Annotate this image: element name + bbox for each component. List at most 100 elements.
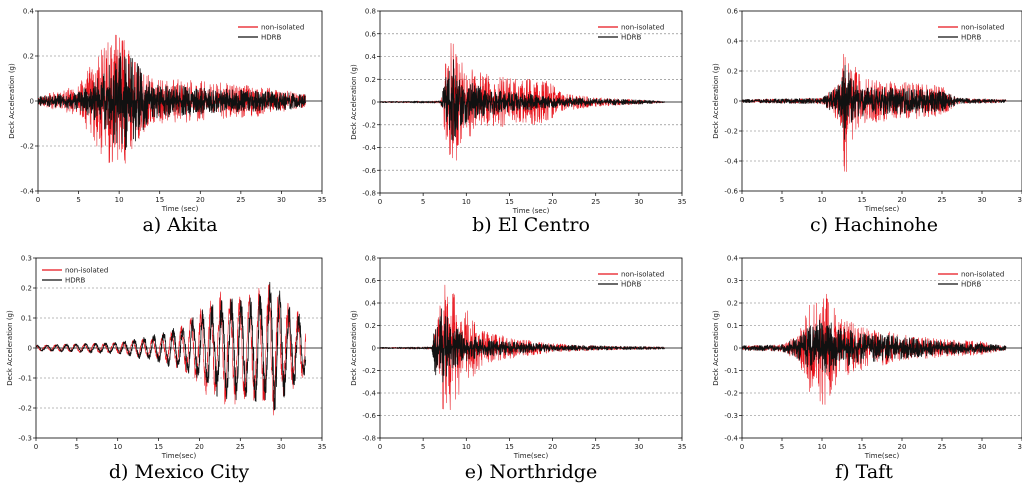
y-tick-label: 0.3 xyxy=(21,255,32,263)
y-tick-label: 0 xyxy=(734,345,738,353)
x-tick-label: 5 xyxy=(780,196,784,204)
legend: non-isolated HDRB xyxy=(238,24,304,42)
legend: non-isolated HDRB xyxy=(42,267,108,285)
x-tick-label: 30 xyxy=(277,443,286,451)
legend-label: non-isolated xyxy=(65,267,108,275)
x-tick-label: 35 xyxy=(678,443,687,451)
y-tick-label: 0.4 xyxy=(365,300,377,308)
x-tick-label: 35 xyxy=(318,443,327,451)
legend-label: HDRB xyxy=(261,34,282,42)
x-tick-label: 20 xyxy=(548,198,557,206)
y-tick-label: 0.1 xyxy=(727,322,738,330)
x-tick-label: 0 xyxy=(740,196,744,204)
y-tick-label: -0.1 xyxy=(724,367,738,375)
y-tick-label: 0.3 xyxy=(727,277,738,285)
y-tick-label: -0.2 xyxy=(18,405,32,413)
series-line-hdrb xyxy=(742,65,1007,140)
legend-label: non-isolated xyxy=(961,24,1004,32)
x-axis-label: Time (sec) xyxy=(161,205,199,213)
y-tick-label: 0.6 xyxy=(365,30,377,38)
y-tick-label: -0.4 xyxy=(20,188,34,196)
y-tick-label: 0.2 xyxy=(727,68,738,76)
x-tick-label: 15 xyxy=(155,196,164,204)
x-tick-label: 35 xyxy=(1018,443,1022,451)
series-group xyxy=(36,281,307,416)
chart-akita: -0.4 -0.2 0 0.2 0.4 0 5 10 15 20 25 30 35 Time (sec) D… xyxy=(8,8,326,237)
x-tick-label: 10 xyxy=(462,198,471,206)
x-tick-label: 25 xyxy=(938,443,947,451)
legend-label: non-isolated xyxy=(621,24,664,32)
series-line-non-isolated xyxy=(36,283,306,416)
y-tick-label: -0.6 xyxy=(362,167,376,175)
y-tick-label: -0.2 xyxy=(362,367,376,375)
x-tick-label: 25 xyxy=(591,443,600,451)
y-axis-label: Deck Acceleration (g) xyxy=(6,310,14,386)
panel-caption: d) Mexico City xyxy=(109,461,249,483)
y-tick-label: -0.3 xyxy=(18,435,32,443)
y-tick-label: -0.6 xyxy=(362,412,376,420)
y-tick-label: -0.2 xyxy=(724,128,738,136)
x-tick-label: 30 xyxy=(634,443,643,451)
panel-caption: e) Northridge xyxy=(465,461,597,483)
legend: non-isolated HDRB xyxy=(938,24,1004,42)
x-tick-label: 20 xyxy=(898,196,907,204)
x-tick-label: 25 xyxy=(236,443,245,451)
chart-elcentro: -0.8 -0.6 -0.4 -0.2 0 0.2 0.4 0.6 0.8 0 5 10 15 20 25 3… xyxy=(350,8,686,237)
y-tick-label: -0.4 xyxy=(724,158,738,166)
legend-label: non-isolated xyxy=(261,24,304,32)
x-tick-label: 30 xyxy=(978,443,987,451)
legend-label: non-isolated xyxy=(961,271,1004,279)
x-tick-label: 25 xyxy=(591,198,600,206)
x-tick-label: 15 xyxy=(505,443,514,451)
x-tick-label: 35 xyxy=(318,196,327,204)
x-tick-label: 10 xyxy=(818,196,827,204)
y-axis-label: Deck Acceleration (g) xyxy=(712,310,720,386)
chart-hachinohe: -0.6 -0.4 -0.2 0 0.2 0.4 0.6 0 5 10 15 20 25 30 35 Time… xyxy=(712,8,1022,236)
y-tick-label: 0.8 xyxy=(365,255,376,263)
y-tick-label: 0.8 xyxy=(365,8,376,16)
y-tick-label: 0 xyxy=(372,99,376,107)
legend: non-isolated HDRB xyxy=(598,271,664,289)
x-tick-label: 10 xyxy=(115,196,124,204)
y-tick-label: 0 xyxy=(28,345,32,353)
y-axis-label: Deck Acceleration (g) xyxy=(712,63,720,139)
x-tick-label: 35 xyxy=(1018,196,1022,204)
y-tick-label: 0.6 xyxy=(727,8,739,16)
x-tick-label: 5 xyxy=(75,443,79,451)
chart-mexicocity: -0.3 -0.2 -0.1 0 0.1 0.2 0.3 0 5 10 15 20 25 30 35 Time… xyxy=(6,255,326,484)
legend-label: HDRB xyxy=(621,34,642,42)
y-tick-label: -0.2 xyxy=(724,390,738,398)
x-tick-label: 20 xyxy=(196,196,205,204)
x-tick-label: 25 xyxy=(938,196,947,204)
y-tick-label: 0 xyxy=(30,98,34,106)
y-tick-label: -0.4 xyxy=(362,144,376,152)
series-group xyxy=(38,34,307,164)
y-tick-label: 0.2 xyxy=(365,76,376,84)
x-tick-label: 35 xyxy=(678,198,687,206)
legend: non-isolated HDRB xyxy=(598,24,664,42)
x-tick-label: 15 xyxy=(858,443,867,451)
panel-caption: a) Akita xyxy=(142,214,217,236)
y-tick-label: 0.4 xyxy=(23,8,35,16)
legend-label: HDRB xyxy=(621,281,642,289)
x-tick-label: 0 xyxy=(34,443,38,451)
x-axis-label: Time (sec) xyxy=(512,207,550,215)
x-tick-label: 0 xyxy=(740,443,744,451)
chart-taft: -0.4 -0.3 -0.2 -0.1 0 0.1 0.2 0.3 0.4 0 5 10 15 20 25 3… xyxy=(712,255,1022,483)
y-tick-label: 0.2 xyxy=(21,285,32,293)
x-tick-label: 5 xyxy=(76,196,80,204)
y-tick-label: 0 xyxy=(372,345,376,353)
y-tick-label: 0.2 xyxy=(365,322,376,330)
x-tick-label: 0 xyxy=(36,196,40,204)
x-tick-label: 15 xyxy=(505,198,514,206)
y-axis-label: Deck Acceleration (g) xyxy=(350,64,358,140)
series-group xyxy=(380,43,666,161)
x-tick-label: 5 xyxy=(421,198,425,206)
x-tick-label: 20 xyxy=(898,443,907,451)
x-tick-label: 5 xyxy=(780,443,784,451)
y-tick-label: 0.2 xyxy=(23,53,34,61)
x-tick-label: 0 xyxy=(378,198,382,206)
x-tick-label: 20 xyxy=(195,443,204,451)
x-tick-label: 15 xyxy=(858,196,867,204)
